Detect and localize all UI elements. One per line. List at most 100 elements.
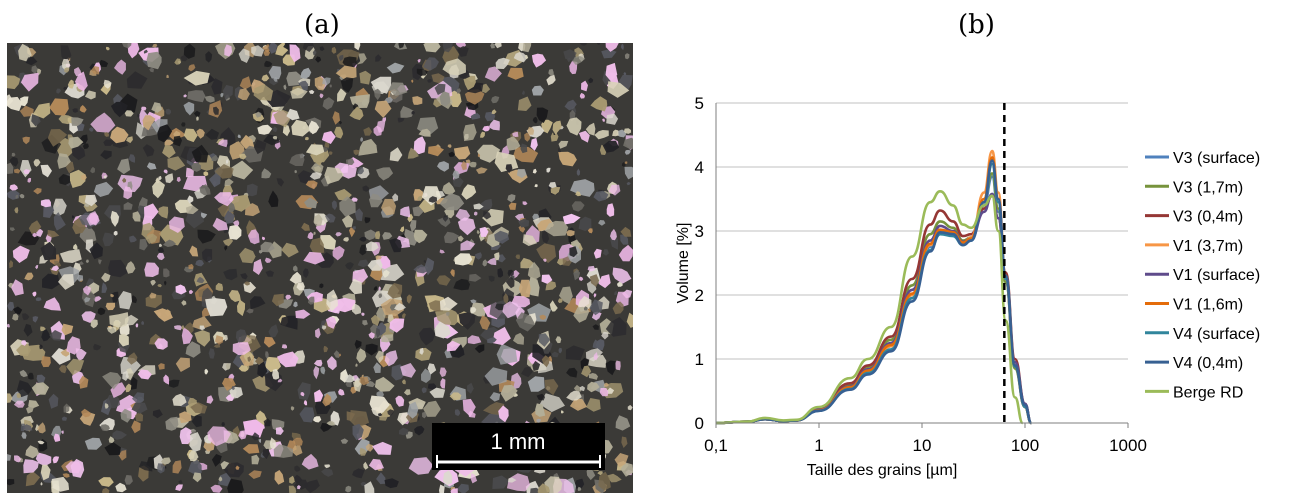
grain bbox=[539, 314, 547, 320]
grain bbox=[303, 268, 309, 278]
grain bbox=[536, 418, 541, 423]
grain bbox=[400, 206, 411, 218]
grain bbox=[352, 226, 356, 230]
grain bbox=[16, 343, 31, 356]
grain bbox=[149, 67, 154, 73]
grain bbox=[238, 365, 249, 372]
grain bbox=[289, 153, 305, 166]
grain bbox=[313, 231, 316, 235]
grain bbox=[206, 395, 214, 404]
series-line bbox=[715, 156, 1033, 425]
grain bbox=[82, 285, 91, 296]
grain bbox=[375, 231, 381, 240]
grain bbox=[88, 212, 100, 226]
grain bbox=[271, 293, 284, 307]
grain bbox=[122, 177, 127, 183]
grain bbox=[33, 187, 42, 195]
grain bbox=[593, 248, 602, 259]
grain bbox=[102, 232, 114, 247]
grain-size-chart: 0 1 2 3 4 5 0,1 1 10 100 1000 Volume [%] Taille d… bbox=[675, 94, 1260, 479]
grain bbox=[518, 218, 530, 228]
grain bbox=[281, 242, 299, 258]
grain bbox=[351, 303, 361, 315]
grain bbox=[40, 199, 51, 208]
grain bbox=[251, 45, 265, 57]
grain bbox=[494, 252, 500, 261]
grain bbox=[191, 144, 209, 163]
grain bbox=[25, 445, 40, 459]
grain bbox=[21, 432, 27, 439]
y-tick-label: 5 bbox=[695, 94, 704, 113]
series-line bbox=[715, 194, 1033, 425]
x-tick-label: 0,1 bbox=[704, 436, 728, 455]
grain bbox=[19, 194, 25, 199]
grain bbox=[152, 409, 163, 419]
grain bbox=[108, 259, 129, 278]
grain bbox=[77, 274, 84, 282]
grain bbox=[288, 485, 297, 493]
grain bbox=[588, 77, 594, 84]
grain bbox=[558, 151, 577, 167]
grain bbox=[213, 344, 221, 348]
grain bbox=[487, 337, 497, 344]
grain bbox=[334, 126, 344, 139]
grain bbox=[129, 235, 137, 243]
grain bbox=[321, 325, 327, 330]
grain bbox=[197, 229, 216, 244]
grain bbox=[517, 96, 532, 111]
grain bbox=[144, 262, 159, 277]
grain bbox=[470, 302, 487, 317]
grain bbox=[614, 360, 621, 371]
grain bbox=[382, 232, 393, 240]
grain bbox=[484, 111, 496, 122]
grain bbox=[173, 135, 182, 147]
sand-micrograph: 1 mm bbox=[7, 43, 633, 493]
grain bbox=[183, 70, 210, 86]
grain bbox=[587, 265, 596, 272]
grain bbox=[411, 79, 414, 83]
grain bbox=[581, 365, 592, 378]
grain bbox=[305, 144, 325, 156]
grain bbox=[467, 382, 474, 394]
grain bbox=[309, 237, 325, 255]
grain bbox=[63, 86, 68, 91]
grain bbox=[216, 155, 230, 169]
grain bbox=[534, 184, 538, 188]
grain bbox=[90, 112, 116, 133]
grain bbox=[235, 465, 240, 470]
grain bbox=[322, 77, 331, 86]
grain bbox=[569, 398, 588, 411]
grain bbox=[373, 285, 378, 291]
grain bbox=[353, 149, 360, 156]
grain bbox=[74, 67, 82, 77]
grain bbox=[458, 235, 464, 242]
grain bbox=[35, 297, 42, 302]
grain bbox=[176, 176, 181, 183]
grain bbox=[532, 360, 541, 371]
grain bbox=[20, 423, 26, 432]
grain bbox=[149, 292, 157, 299]
grain bbox=[482, 211, 492, 220]
grain bbox=[352, 268, 369, 283]
grain bbox=[324, 464, 331, 469]
grain bbox=[307, 231, 314, 240]
grain bbox=[240, 273, 248, 280]
grain bbox=[223, 334, 228, 342]
grain bbox=[439, 484, 445, 493]
grain bbox=[273, 76, 278, 82]
grain bbox=[71, 145, 86, 161]
grain bbox=[237, 299, 246, 317]
grain bbox=[185, 205, 199, 215]
grain bbox=[464, 89, 485, 105]
grain bbox=[98, 59, 109, 67]
grain bbox=[585, 122, 596, 136]
grain bbox=[527, 126, 535, 135]
grain bbox=[35, 265, 39, 270]
grain bbox=[263, 418, 271, 427]
grain bbox=[463, 123, 477, 142]
grain bbox=[409, 220, 417, 233]
grain bbox=[158, 243, 163, 247]
grain bbox=[587, 381, 600, 393]
grain bbox=[384, 478, 399, 489]
grain bbox=[31, 382, 50, 395]
